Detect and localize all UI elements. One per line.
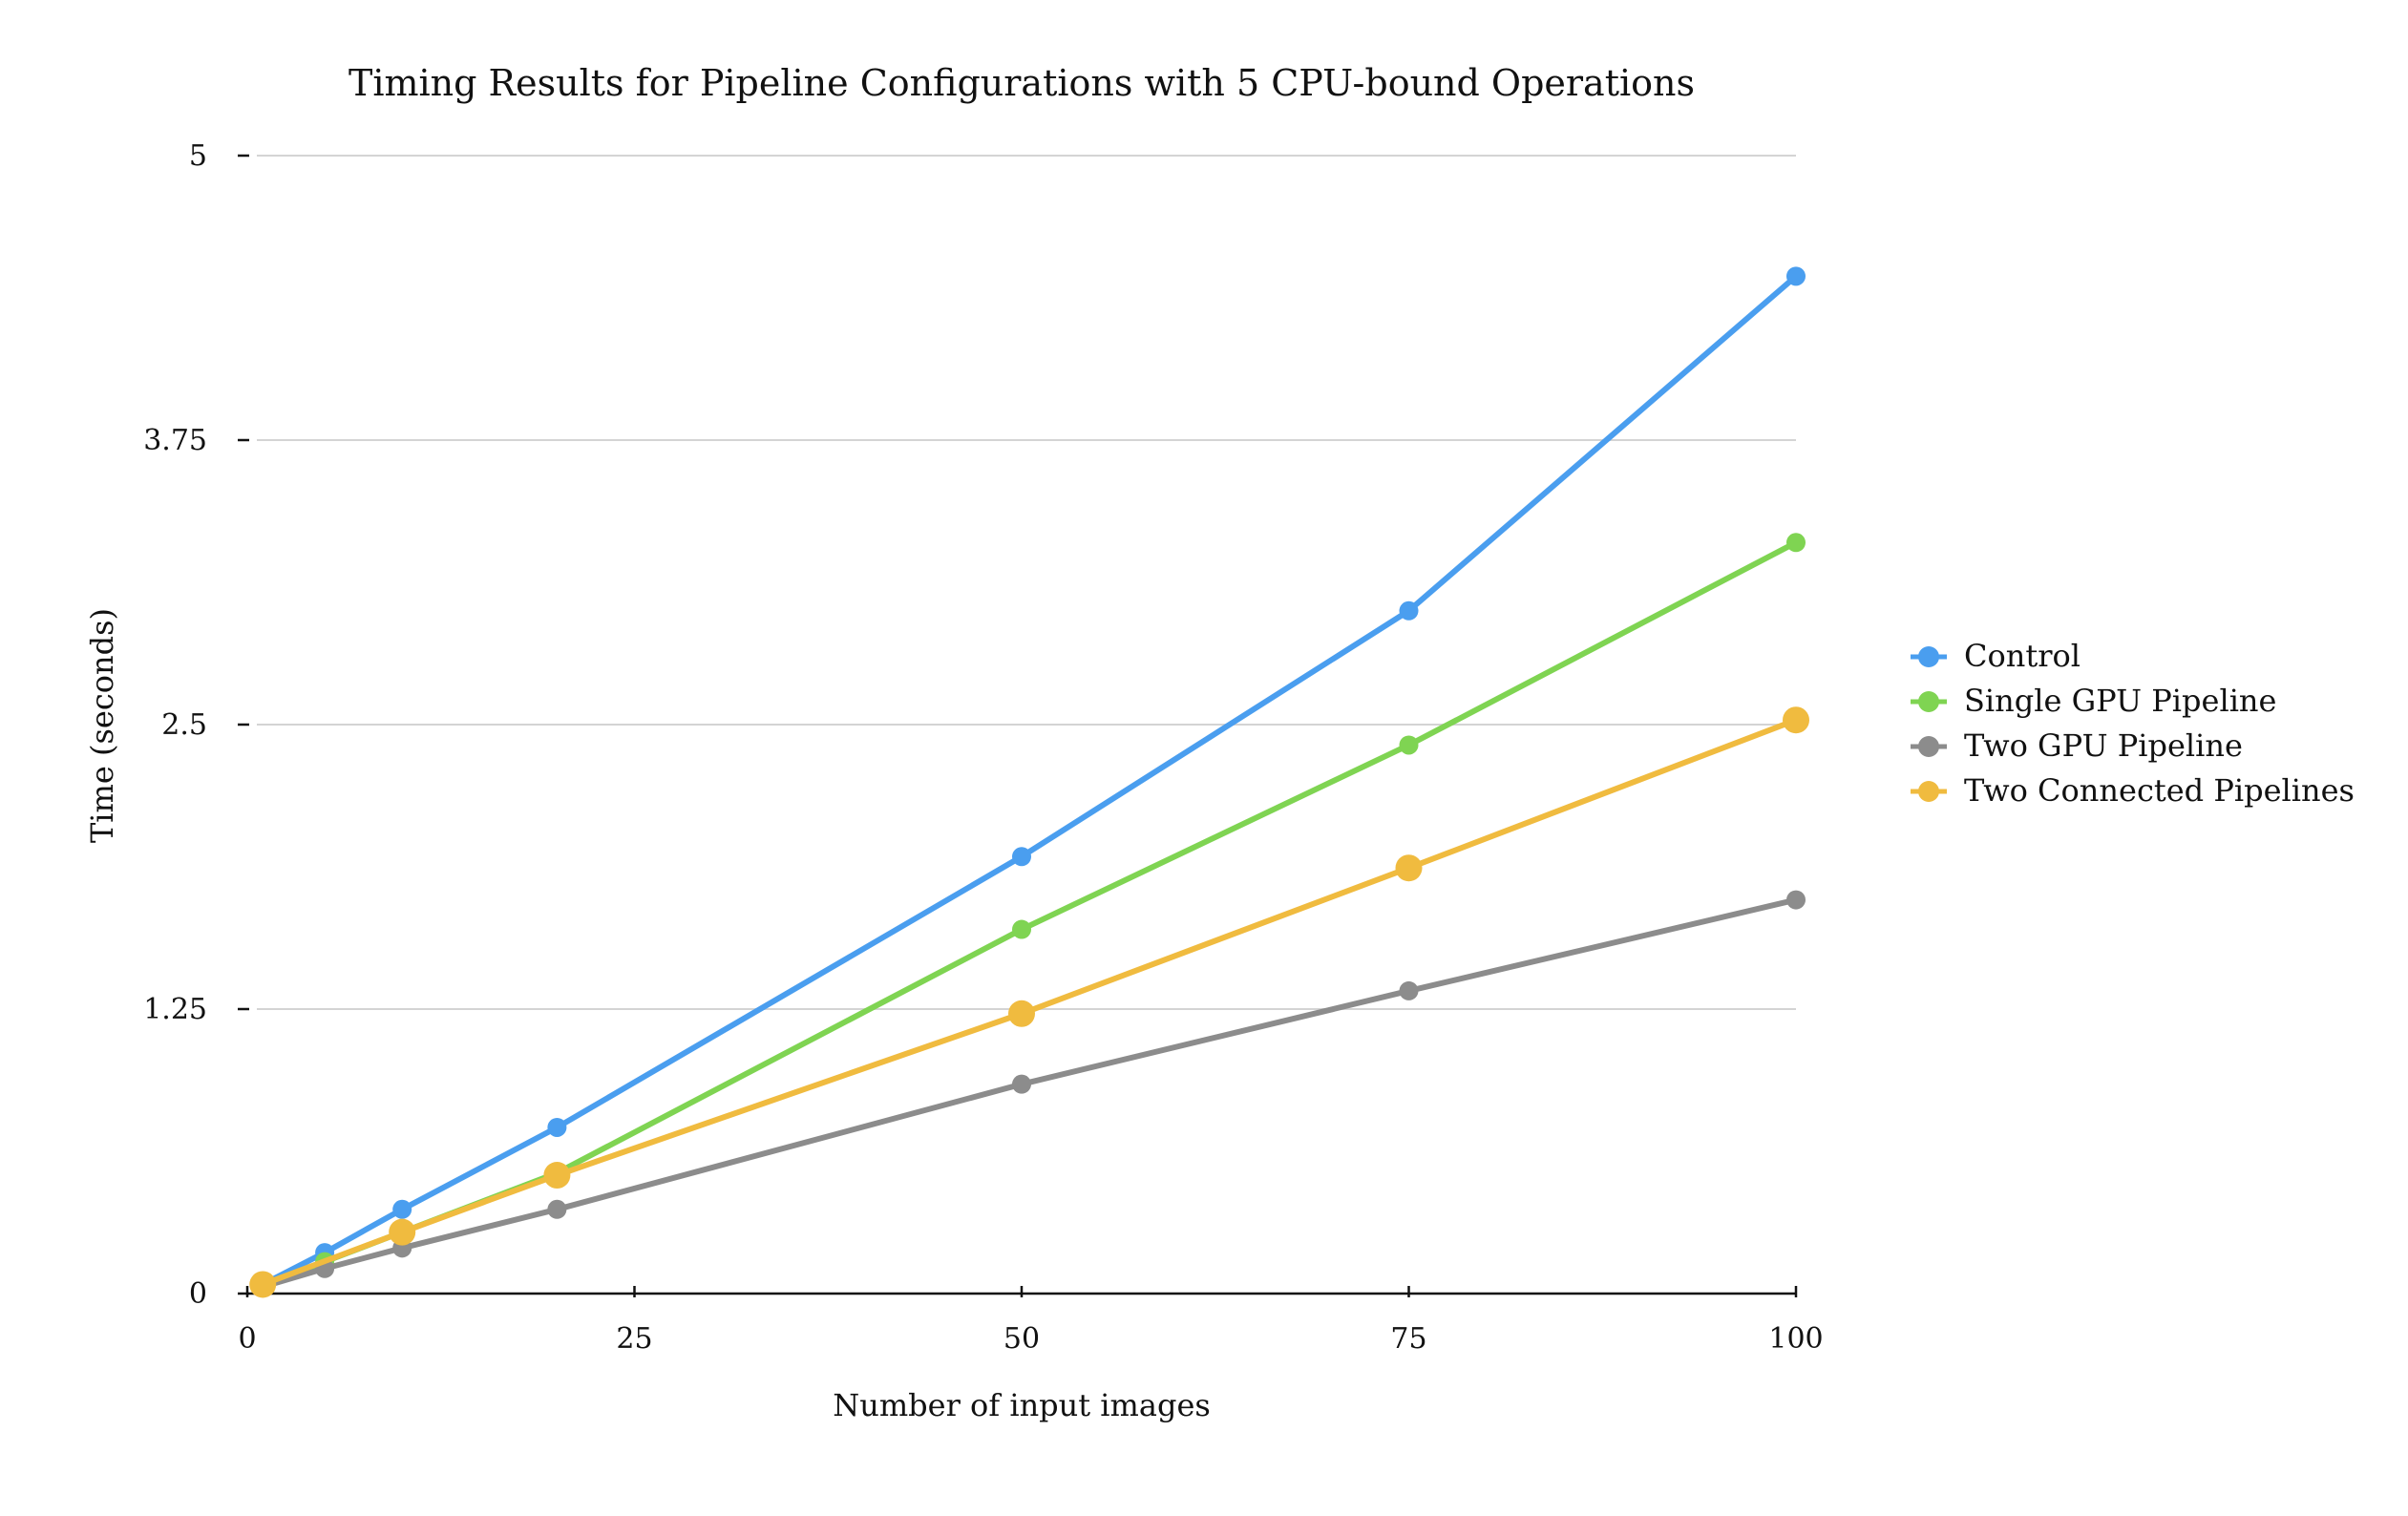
y-tick-label: 5 [189, 139, 207, 173]
x-tick-label: 100 [1768, 1322, 1823, 1356]
x-tick-label: 50 [1003, 1322, 1040, 1356]
y-tick-label: 1.25 [143, 993, 207, 1026]
legend-label: Two GPU Pipeline [1964, 727, 2243, 764]
legend-label: Control [1964, 638, 2081, 674]
data-point [1012, 847, 1031, 867]
legend-label: Single GPU Pipeline [1964, 683, 2276, 719]
x-axis-ticks: 0 25 50 75 100 [238, 1286, 1824, 1356]
legend-item: Two Connected Pipelines [1911, 772, 2355, 809]
data-point [1783, 706, 1809, 734]
data-point [1786, 266, 1806, 286]
legend-label: Two Connected Pipelines [1964, 772, 2355, 809]
series-line [260, 273, 1799, 1288]
data-point [392, 1199, 412, 1219]
legend: Control Single GPU Pipeline Two GPU Pipeli… [1911, 638, 2355, 809]
data-point [543, 1162, 571, 1190]
x-tick-label: 25 [616, 1322, 652, 1356]
legend-swatch-marker [1918, 691, 1939, 712]
gridlines [257, 155, 1796, 1010]
series-2 [253, 890, 1806, 1296]
data-point [1786, 890, 1806, 910]
data-point [1786, 533, 1806, 553]
y-axis-ticks: 0 1.25 2.5 3.75 5 [143, 139, 249, 1311]
data-point [547, 1199, 567, 1219]
legend-swatch-marker [1918, 646, 1939, 667]
legend-item: Control [1911, 638, 2081, 674]
x-axis-title: Number of input images [833, 1387, 1211, 1423]
legend-swatch-marker [1918, 736, 1939, 757]
data-point [1399, 980, 1419, 1000]
data-point [1395, 854, 1423, 882]
series-line [260, 539, 1799, 1290]
data-point [249, 1271, 277, 1298]
x-tick-label: 0 [238, 1322, 256, 1356]
data-point [1012, 919, 1031, 939]
y-axis-title: Time (seconds) [84, 608, 120, 843]
data-point [1399, 600, 1419, 621]
chart-title: Timing Results for Pipeline Configuratio… [349, 62, 1695, 104]
x-tick-label: 75 [1390, 1322, 1426, 1356]
data-point [547, 1117, 567, 1137]
data-point [1008, 1000, 1035, 1027]
series-3 [249, 706, 1809, 1298]
y-tick-label: 0 [189, 1277, 207, 1311]
series-group [249, 266, 1809, 1298]
series-0 [253, 266, 1806, 1295]
legend-item: Single GPU Pipeline [1911, 683, 2276, 719]
series-line [260, 717, 1799, 1288]
data-point [1399, 735, 1419, 755]
series-1 [253, 533, 1806, 1296]
legend-swatch-marker [1918, 781, 1939, 802]
series-line [260, 896, 1799, 1290]
y-tick-label: 2.5 [161, 708, 207, 742]
legend-item: Two GPU Pipeline [1911, 727, 2243, 764]
data-point [389, 1218, 416, 1246]
y-tick-label: 3.75 [143, 424, 207, 457]
data-point [1012, 1074, 1031, 1094]
